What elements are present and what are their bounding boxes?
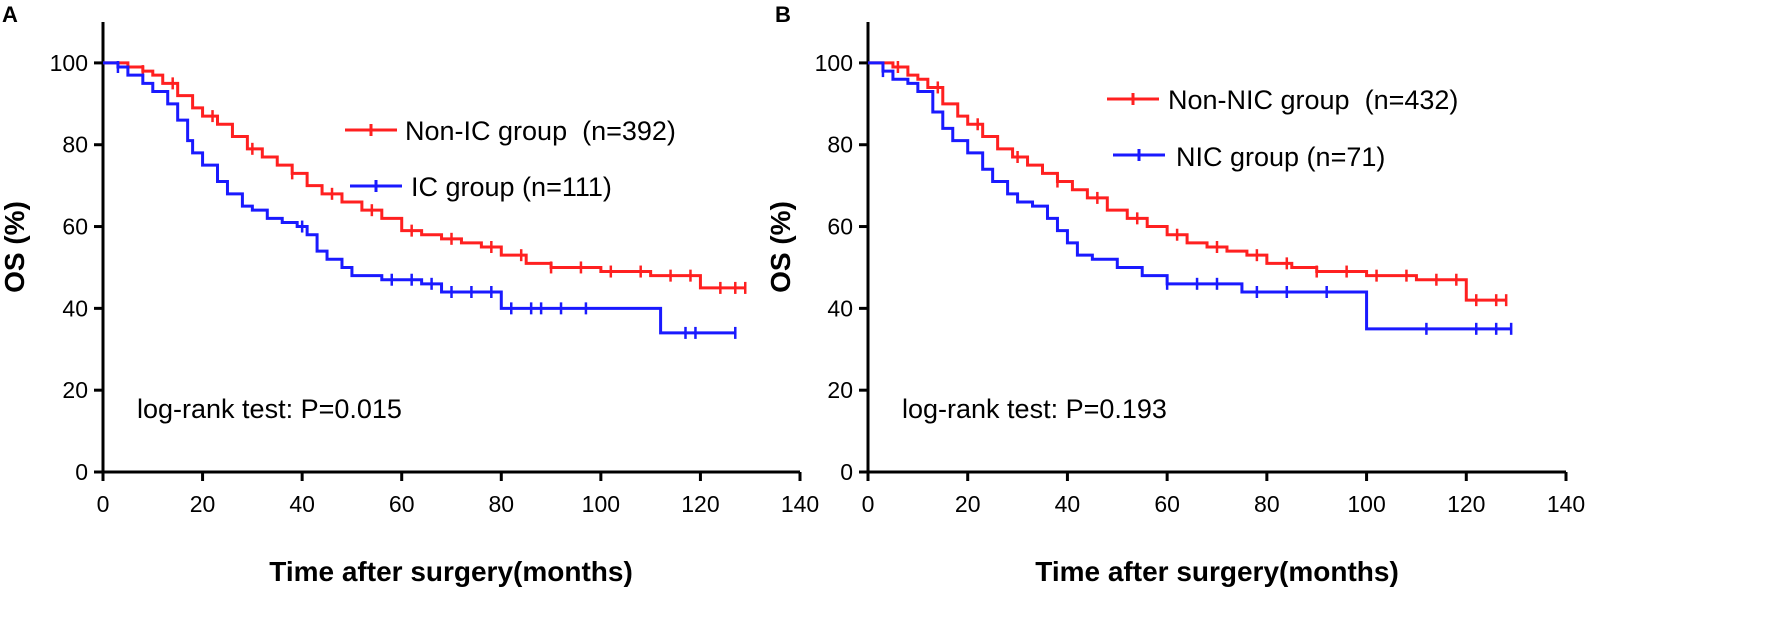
panel-b-y-tick-label-100: 100 [815,50,853,76]
panel-a-y-tick-label-80: 80 [62,132,88,158]
panel-a-logrank-annotation: log-rank test: P=0.015 [137,394,402,424]
panel-a-x-title: Time after surgery(months) [269,556,633,587]
panel-a-legend: Non-IC group (n=392) IC group (n=111) [345,116,676,202]
panel-b-label: B [775,2,791,27]
panel-a-curves [103,61,747,339]
panel-b-x-tick-label-140: 140 [1547,491,1585,517]
panel-b: B 0 20 40 60 80 100 120 140 0 20 40 60 80 100 Time af… [765,2,1585,587]
panel-a-x-tick-label-0: 0 [97,491,110,517]
panel-a: A 0 20 40 60 80 100 120 140 0 20 40 60 80 100 Time af… [0,2,819,587]
panel-a-y-tick-label-40: 40 [62,295,88,321]
panel-b-ticks: 0 20 40 60 80 100 120 140 0 20 40 60 80 100 [815,50,1586,517]
panel-a-x-tick-label-140: 140 [781,491,819,517]
panel-b-legend: Non-NIC group (n=432) NIC group (n=71) [1107,85,1458,172]
panel-b-y-title: OS (%) [765,201,796,293]
panel-b-x-tick-label-60: 60 [1154,491,1180,517]
panel-a-y-tick-label-20: 20 [62,377,88,403]
panel-b-curve-0 [868,61,1507,302]
panel-b-x-tick-label-40: 40 [1055,491,1081,517]
panel-b-x-title: Time after surgery(months) [1035,556,1399,587]
panel-b-y-tick-label-40: 40 [827,295,853,321]
panel-b-legend-label-1: NIC group (n=71) [1176,142,1385,172]
panel-a-legend-label-1: IC group (n=111) [411,172,612,202]
panel-a-x-tick-label-120: 120 [681,491,719,517]
panel-a-x-tick-label-100: 100 [582,491,620,517]
panel-b-y-tick-label-80: 80 [827,132,853,158]
panel-a-x-tick-label-40: 40 [289,491,315,517]
panel-a-curve-0 [103,61,746,290]
panel-b-curves [868,61,1513,335]
panel-b-x-tick-label-20: 20 [955,491,981,517]
panel-b-legend-label-0: Non-NIC group (n=432) [1168,85,1458,115]
panel-b-x-tick-label-0: 0 [862,491,875,517]
panel-a-ticks: 0 20 40 60 80 100 120 140 0 20 40 60 80 100 [50,50,820,517]
panel-a-x-tick-label-80: 80 [488,491,514,517]
panel-b-x-tick-label-80: 80 [1254,491,1280,517]
panel-a-x-tick-label-60: 60 [389,491,415,517]
panel-a-label: A [2,2,18,27]
panel-a-y-tick-label-0: 0 [75,459,88,485]
panel-b-logrank-annotation: log-rank test: P=0.193 [902,394,1167,424]
panel-b-x-tick-label-100: 100 [1347,491,1385,517]
panel-b-curve-1 [868,61,1512,331]
panel-a-y-title: OS (%) [0,201,30,293]
panel-a-y-tick-label-60: 60 [62,214,88,240]
panel-a-legend-label-0: Non-IC group (n=392) [405,116,676,146]
panel-b-y-tick-label-20: 20 [827,377,853,403]
panel-b-y-tick-label-60: 60 [827,214,853,240]
panel-b-y-tick-label-0: 0 [840,459,853,485]
panel-a-x-tick-label-20: 20 [190,491,216,517]
panel-a-y-tick-label-100: 100 [50,50,88,76]
panel-b-x-tick-label-120: 120 [1447,491,1485,517]
